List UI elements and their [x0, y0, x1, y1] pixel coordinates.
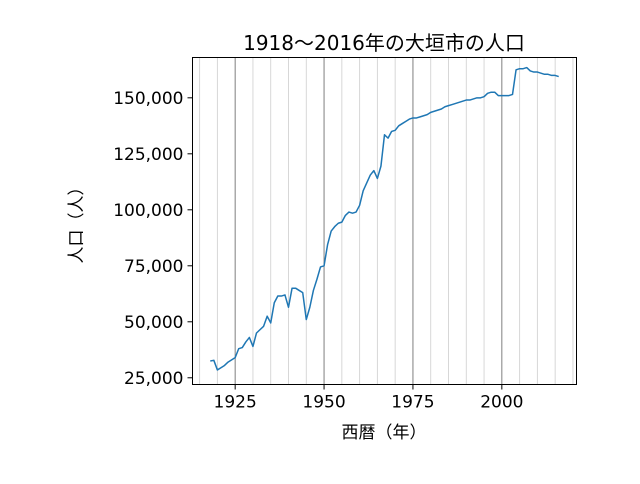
grid-lines — [199, 57, 574, 385]
plot-frame — [192, 57, 577, 385]
x-tick-label-2000: 2000 — [480, 393, 523, 413]
x-tick-label-1925: 1925 — [214, 393, 257, 413]
chart-title: 1918〜2016年の大垣市の人口 — [243, 31, 525, 55]
y-tick-label-100000: 100,000 — [113, 201, 183, 221]
y-axis-label: 人口（人） — [67, 179, 87, 264]
y-tick-label-50000: 50,000 — [124, 313, 183, 333]
x-axis-label: 西暦（年） — [342, 423, 427, 443]
x-tick-label-1950: 1950 — [302, 393, 345, 413]
population-series-line — [210, 66, 559, 371]
y-axis-ticks: 25,000 50,000 75,000 100,000 125,000 150,000 — [113, 89, 193, 389]
y-tick-label-75000: 75,000 — [124, 257, 183, 277]
y-tick-label-150000: 150,000 — [113, 89, 183, 109]
y-tick-label-125000: 125,000 — [113, 145, 183, 165]
x-axis-ticks: 1925 1950 1975 2000 — [214, 384, 523, 413]
y-tick-label-25000: 25,000 — [124, 369, 183, 389]
x-tick-label-1975: 1975 — [391, 393, 434, 413]
